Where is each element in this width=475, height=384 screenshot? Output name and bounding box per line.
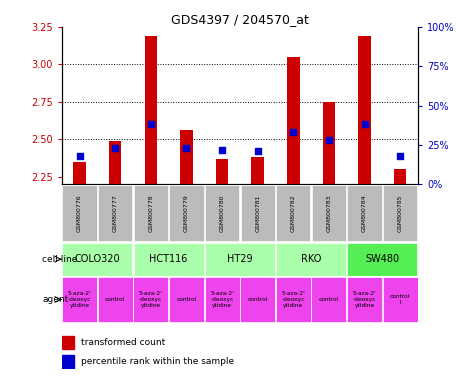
Text: 5-aza-2'
-deoxyc
ytidine: 5-aza-2' -deoxyc ytidine <box>352 291 377 308</box>
Point <box>361 121 369 127</box>
FancyBboxPatch shape <box>63 243 132 276</box>
Point <box>76 153 84 159</box>
Bar <box>358 36 371 384</box>
Bar <box>180 130 193 384</box>
Point <box>396 153 404 159</box>
Text: GSM800778: GSM800778 <box>148 194 153 232</box>
Bar <box>62 336 74 349</box>
Text: transformed count: transformed count <box>81 338 166 347</box>
FancyBboxPatch shape <box>383 185 418 241</box>
Point <box>254 148 261 154</box>
FancyBboxPatch shape <box>133 277 168 322</box>
FancyBboxPatch shape <box>347 243 418 276</box>
Point <box>182 145 190 151</box>
FancyBboxPatch shape <box>276 243 346 276</box>
FancyBboxPatch shape <box>276 185 311 241</box>
Text: COLO320: COLO320 <box>75 254 120 264</box>
Text: GSM800777: GSM800777 <box>113 194 118 232</box>
FancyBboxPatch shape <box>98 277 133 322</box>
Text: GSM800785: GSM800785 <box>398 194 403 232</box>
Text: control: control <box>247 297 268 302</box>
Text: control: control <box>319 297 339 302</box>
Text: GSM800779: GSM800779 <box>184 194 189 232</box>
Bar <box>251 157 264 384</box>
Text: GSM800776: GSM800776 <box>77 194 82 232</box>
Text: 5-aza-2'
-deoxyc
ytidine: 5-aza-2' -deoxyc ytidine <box>139 291 163 308</box>
FancyBboxPatch shape <box>205 277 239 322</box>
Text: 5-aza-2'
-deoxyc
ytidine: 5-aza-2' -deoxyc ytidine <box>281 291 305 308</box>
FancyBboxPatch shape <box>63 185 97 241</box>
Text: control
l: control l <box>390 294 410 305</box>
Bar <box>323 102 335 384</box>
Point <box>325 137 332 143</box>
Text: RKO: RKO <box>301 254 321 264</box>
FancyBboxPatch shape <box>240 185 275 241</box>
Text: GSM800780: GSM800780 <box>219 194 225 232</box>
FancyBboxPatch shape <box>312 277 346 322</box>
Text: GSM800781: GSM800781 <box>255 194 260 232</box>
Bar <box>109 141 122 384</box>
FancyBboxPatch shape <box>169 185 203 241</box>
Point <box>111 145 119 151</box>
FancyBboxPatch shape <box>276 277 311 322</box>
Text: agent: agent <box>42 295 68 304</box>
FancyBboxPatch shape <box>205 185 239 241</box>
FancyBboxPatch shape <box>312 185 346 241</box>
Text: GSM800782: GSM800782 <box>291 194 296 232</box>
FancyBboxPatch shape <box>347 277 382 322</box>
Bar <box>73 162 86 384</box>
FancyBboxPatch shape <box>383 277 418 322</box>
Bar <box>287 57 300 384</box>
Text: SW480: SW480 <box>365 254 399 264</box>
FancyBboxPatch shape <box>62 277 97 322</box>
Text: HT29: HT29 <box>227 254 253 264</box>
FancyBboxPatch shape <box>347 185 382 241</box>
Bar <box>216 159 228 384</box>
FancyBboxPatch shape <box>134 185 168 241</box>
Text: control: control <box>176 297 197 302</box>
Text: 5-aza-2'
-deoxyc
ytidine: 5-aza-2' -deoxyc ytidine <box>67 291 92 308</box>
Text: cell line: cell line <box>42 255 77 264</box>
FancyBboxPatch shape <box>98 185 132 241</box>
FancyBboxPatch shape <box>169 277 204 322</box>
Text: GSM800784: GSM800784 <box>362 194 367 232</box>
FancyBboxPatch shape <box>134 243 203 276</box>
Point <box>218 147 226 153</box>
Point <box>289 129 297 136</box>
Title: GDS4397 / 204570_at: GDS4397 / 204570_at <box>171 13 309 26</box>
FancyBboxPatch shape <box>240 277 275 322</box>
FancyBboxPatch shape <box>205 243 275 276</box>
Point <box>147 121 155 127</box>
Text: control: control <box>105 297 125 302</box>
Bar <box>144 36 157 384</box>
Text: GSM800783: GSM800783 <box>326 194 332 232</box>
Bar <box>62 355 74 369</box>
Text: HCT116: HCT116 <box>150 254 188 264</box>
Text: percentile rank within the sample: percentile rank within the sample <box>81 358 235 366</box>
Text: 5-aza-2'
-deoxyc
ytidine: 5-aza-2' -deoxyc ytidine <box>210 291 234 308</box>
Bar <box>394 169 407 384</box>
